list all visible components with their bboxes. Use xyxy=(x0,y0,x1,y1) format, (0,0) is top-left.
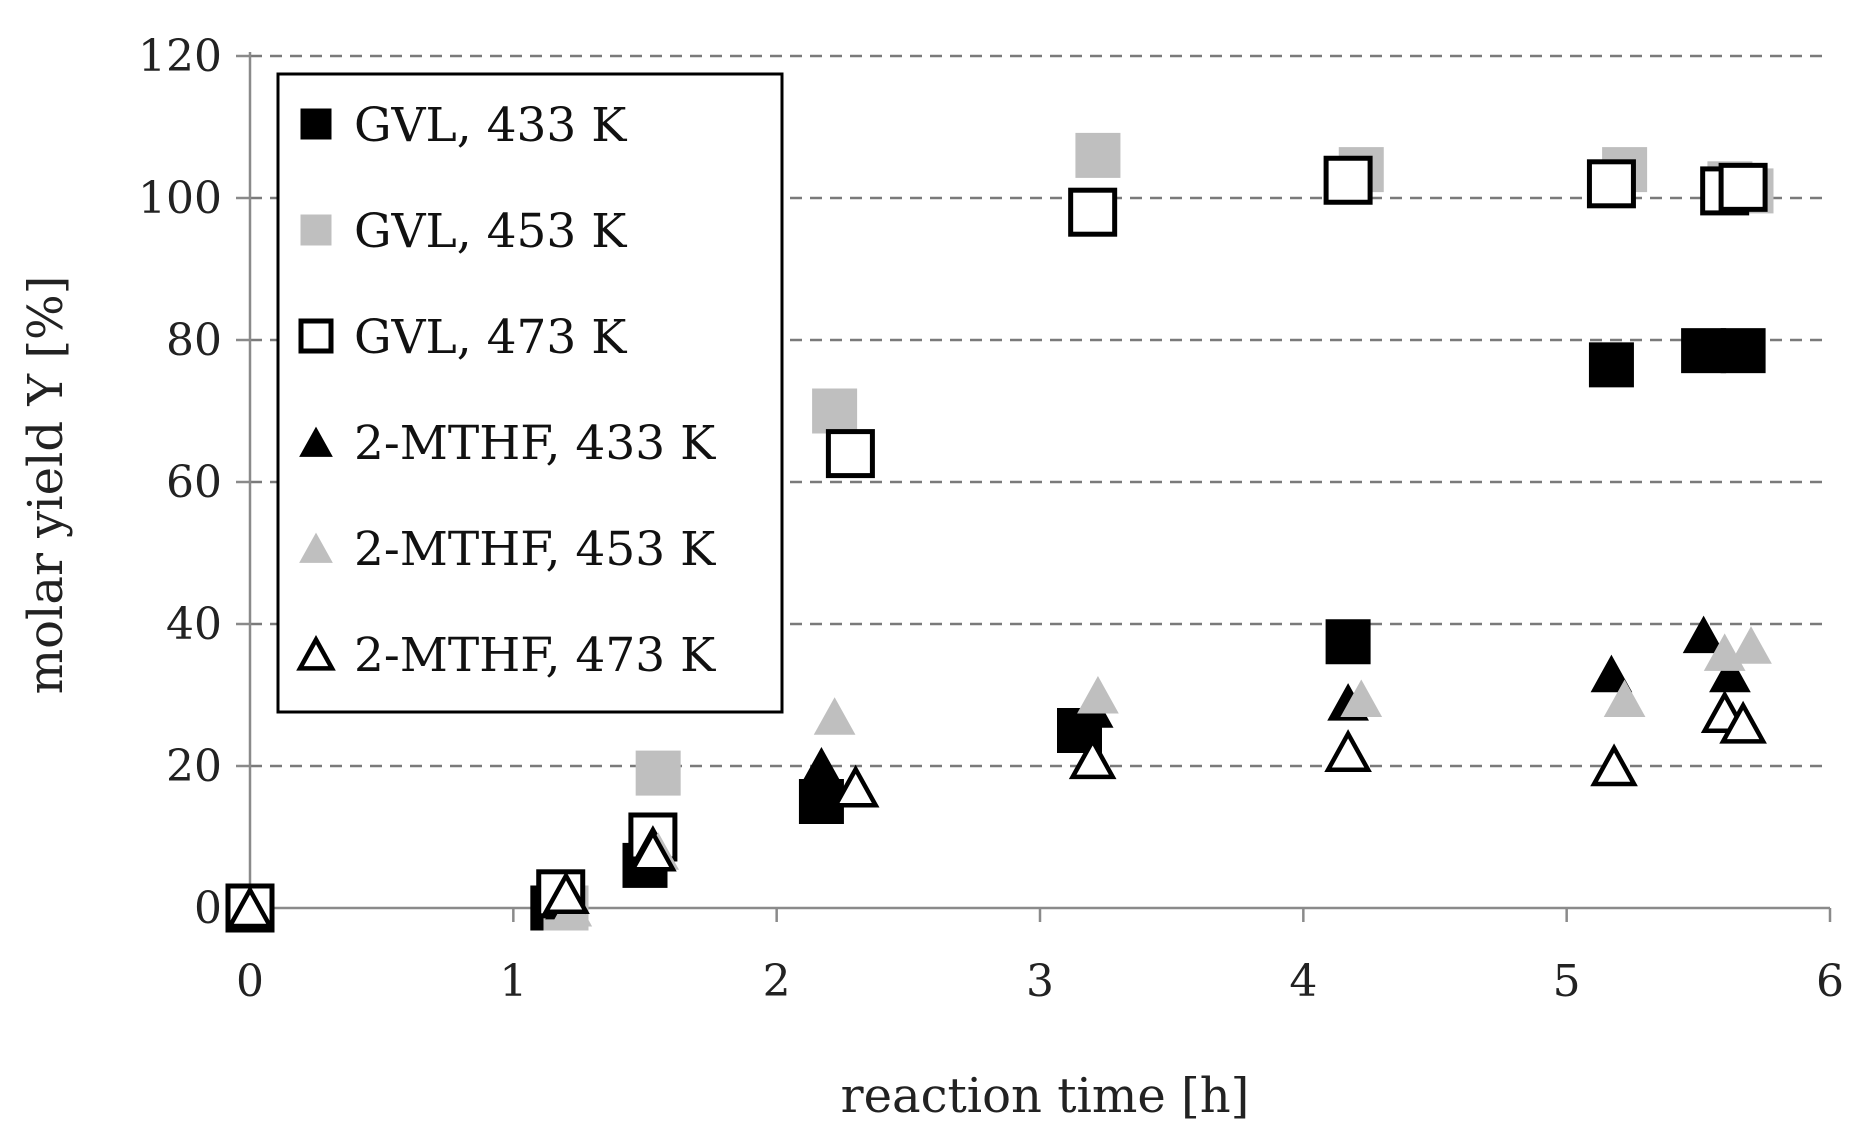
data-point-s1-9 xyxy=(1720,328,1766,374)
x-tick-label-1: 1 xyxy=(499,956,527,1007)
legend-marker-4 xyxy=(299,426,333,457)
data-point-s4-4 xyxy=(800,746,843,785)
y-tick-label-120: 120 xyxy=(138,31,222,82)
data-points xyxy=(225,132,1774,933)
legend-label-3: GVL, 473 K xyxy=(354,310,627,365)
data-point-s5-4 xyxy=(813,697,856,735)
x-tick-label-3: 3 xyxy=(1026,956,1054,1007)
legend-marker-3 xyxy=(298,318,334,354)
y-tick-label-60: 60 xyxy=(166,457,222,508)
legend-label-6: 2-MTHF, 473 K xyxy=(354,628,716,683)
data-point-s2-5 xyxy=(1075,132,1121,178)
legend-marker-5 xyxy=(299,532,333,563)
data-point-s3-4 xyxy=(825,429,875,479)
data-point-s2-3 xyxy=(635,750,681,796)
legend: GVL, 433 K GVL, 453 K GVL, 473 K 2-MTHF, 43… xyxy=(276,72,784,714)
x-axis-title: reaction time [h] xyxy=(841,1068,1250,1124)
data-point-s6-9 xyxy=(1719,700,1767,744)
data-point-s6-4 xyxy=(831,764,880,808)
data-point-s3-5 xyxy=(1068,187,1118,237)
data-point-s1-6 xyxy=(1325,619,1371,665)
legend-marker-1 xyxy=(300,108,332,140)
data-point-s6-3 xyxy=(629,828,677,872)
y-tick-label-80: 80 xyxy=(166,315,222,366)
data-point-s4-7 xyxy=(1590,654,1633,693)
data-point-s1-8 xyxy=(1681,328,1727,374)
x-tick-label-5: 5 xyxy=(1553,956,1581,1007)
series-6 xyxy=(226,690,1767,929)
legend-label-2: GVL, 453 K xyxy=(354,204,627,259)
data-point-s4-9 xyxy=(1709,654,1751,693)
data-point-s5-6 xyxy=(1340,679,1383,718)
data-point-s6-7 xyxy=(1590,743,1638,787)
y-tick-label-40: 40 xyxy=(166,599,222,650)
legend-marker-6 xyxy=(296,634,336,671)
data-point-s6-5 xyxy=(1068,736,1117,780)
y-tick-label-20: 20 xyxy=(166,741,222,792)
x-tick-label-0: 0 xyxy=(236,956,264,1007)
y-tick-label-100: 100 xyxy=(138,173,222,224)
legend-label-5: 2-MTHF, 453 K xyxy=(354,522,716,577)
legend-label-1: GVL, 433 K xyxy=(354,98,627,153)
data-point-s1-7 xyxy=(1588,342,1634,388)
data-point-s5-5 xyxy=(1077,675,1119,714)
data-point-s3-9 xyxy=(1718,162,1768,212)
legend-label-4: 2-MTHF, 433 K xyxy=(354,416,716,471)
x-tick-label-2: 2 xyxy=(763,956,791,1007)
y-tick-label-0: 0 xyxy=(194,883,222,934)
data-point-s4-8 xyxy=(1682,615,1725,654)
data-point-s2-4 xyxy=(812,388,858,434)
legend-marker-2 xyxy=(300,214,332,246)
x-tick-label-6: 6 xyxy=(1816,956,1844,1007)
y-axis-title: molar yield Y [%] xyxy=(18,276,74,695)
data-point-s6-6 xyxy=(1324,729,1372,773)
data-point-s6-1 xyxy=(226,885,274,929)
data-point-s5-9 xyxy=(1730,626,1772,664)
data-point-s3-6 xyxy=(1323,155,1373,205)
data-point-s3-7 xyxy=(1586,159,1636,209)
legend-box xyxy=(276,72,784,714)
tick-labels: 0 20 40 60 80 100 120 0 1 2 3 4 5 6 xyxy=(138,31,1844,1007)
data-point-s5-7 xyxy=(1603,679,1646,718)
x-tick-label-4: 4 xyxy=(1289,956,1317,1007)
data-point-s6-2 xyxy=(542,871,590,915)
